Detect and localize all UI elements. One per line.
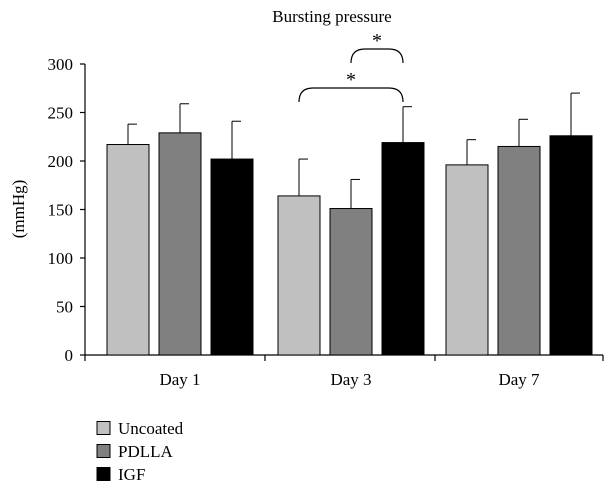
bar (277, 195, 321, 356)
bar (497, 145, 541, 356)
y-tick-label: 50 (56, 298, 73, 317)
bar (445, 164, 489, 356)
bar (329, 208, 373, 356)
legend-label: IGF (118, 465, 145, 484)
significance-marker: * (372, 30, 382, 52)
bar (381, 142, 425, 356)
x-tick-label: Day 7 (498, 370, 540, 389)
plot-area: 0 50 100 150 200 250 300 Day 1 Day 3 Day 7 * * (48, 30, 604, 389)
y-tick-label: 200 (48, 152, 74, 171)
bar (549, 135, 593, 356)
y-axis-label: (mmHg) (9, 180, 28, 239)
x-tick-label: Day 3 (330, 370, 371, 389)
legend: Uncoated PDLLA IGF (96, 419, 184, 484)
legend-label: PDLLA (118, 442, 174, 461)
chart-title: Bursting pressure (272, 7, 391, 26)
legend-swatch (96, 444, 111, 458)
significance-bracket (350, 48, 404, 64)
y-tick-label: 150 (48, 201, 74, 220)
legend-swatch (96, 421, 111, 435)
y-tick-label: 250 (48, 104, 74, 123)
legend-swatch (96, 467, 111, 481)
bar (106, 144, 150, 356)
significance-marker: * (346, 69, 356, 91)
bar (210, 158, 254, 356)
x-tick-label: Day 1 (159, 370, 200, 389)
legend-label: Uncoated (118, 419, 184, 438)
y-tick-label: 100 (48, 249, 74, 268)
y-tick-label: 0 (65, 346, 74, 365)
bar (158, 132, 202, 356)
significance-bracket (298, 87, 404, 103)
y-tick-label: 300 (48, 55, 74, 74)
